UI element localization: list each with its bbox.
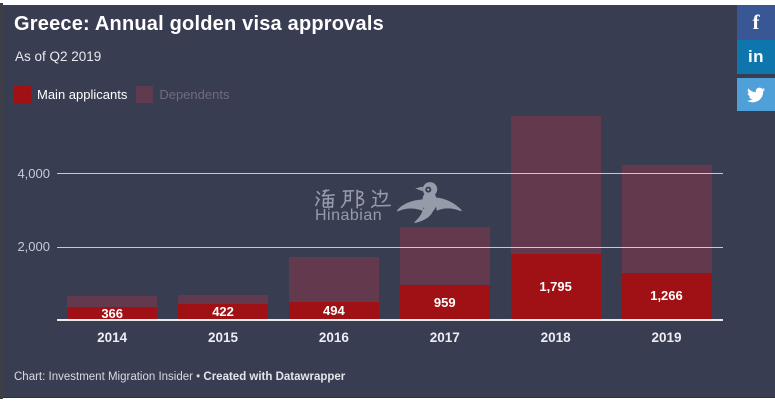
x-axis-label-2015: 2015 <box>208 330 239 345</box>
bar-main-applicants-2018 <box>510 254 601 320</box>
chart-panel: Greece: Annual golden visa approvals As … <box>3 5 775 398</box>
facebook-share-button[interactable]: f <box>737 5 775 40</box>
legend-swatch-dependents <box>136 86 154 103</box>
bar-value-label-2014: 366 <box>101 305 124 321</box>
twitter-share-button[interactable] <box>737 78 775 111</box>
linkedin-share-button[interactable]: in <box>737 40 775 74</box>
linkedin-in-icon: in <box>747 47 765 66</box>
y-axis-label-2000: 2,000 <box>17 239 50 254</box>
social-share-bar: f in <box>737 5 775 111</box>
legend-label-main-applicants: Main applicants <box>37 87 128 102</box>
legend-item-main-applicants[interactable]: Main applicants <box>14 86 127 103</box>
gridline-2000 <box>57 246 723 248</box>
legend-swatch-main-applicants <box>14 86 31 103</box>
x-axis-label-2016: 2016 <box>318 330 349 345</box>
y-axis-label-4000: 4,000 <box>17 165 50 181</box>
bar-main-applicants-2015 <box>178 304 269 320</box>
chart-legend: Main applicants Dependents <box>14 86 229 103</box>
legend-item-dependents[interactable]: Dependents <box>136 86 229 103</box>
bar-value-label-2016: 494 <box>323 302 345 318</box>
chart-subtitle: As of Q2 2019 <box>15 49 102 64</box>
hinabian-bird-icon <box>397 182 462 223</box>
twitter-bird-icon <box>747 87 765 102</box>
plot-area: 366 2014 422 2015 494 2016 959 2017 1,795 2018 1,2… <box>3 5 775 398</box>
bar-main-applicants-2019 <box>621 273 712 320</box>
bar-value-label-2017: 959 <box>433 294 456 310</box>
watermark-cn-glyphs-icon <box>315 189 391 209</box>
bar-main-applicants-2017 <box>399 284 490 320</box>
bar-main-applicants-2016 <box>288 301 379 320</box>
gridline-4000 <box>57 173 723 174</box>
x-axis-label-2019: 2019 <box>651 330 682 345</box>
page-left-edge <box>0 3 3 399</box>
attribution: Chart: Investment Migration Insider • Cr… <box>14 371 345 383</box>
bar-main-applicants-2014 <box>67 306 158 320</box>
bar-value-label-2019: 1,266 <box>650 288 683 304</box>
x-axis-label-2018: 2018 <box>540 330 571 345</box>
x-axis-label-2017: 2017 <box>429 330 460 345</box>
bar-value-label-2015: 422 <box>212 304 234 320</box>
facebook-f-icon: f <box>752 10 760 34</box>
bar-value-label-2018: 1,795 <box>539 279 572 295</box>
chart-title: Greece: Annual golden visa approvals <box>14 13 384 35</box>
x-axis-label-2014: 2014 <box>97 330 128 345</box>
legend-label-dependents: Dependents <box>159 87 230 102</box>
watermark-en-text: Hinabian <box>315 207 383 224</box>
attribution-source: Chart: Investment Migration Insider • <box>14 371 204 383</box>
x-axis-baseline <box>57 319 723 321</box>
attribution-datawrapper: Created with Datawrapper <box>203 371 346 383</box>
